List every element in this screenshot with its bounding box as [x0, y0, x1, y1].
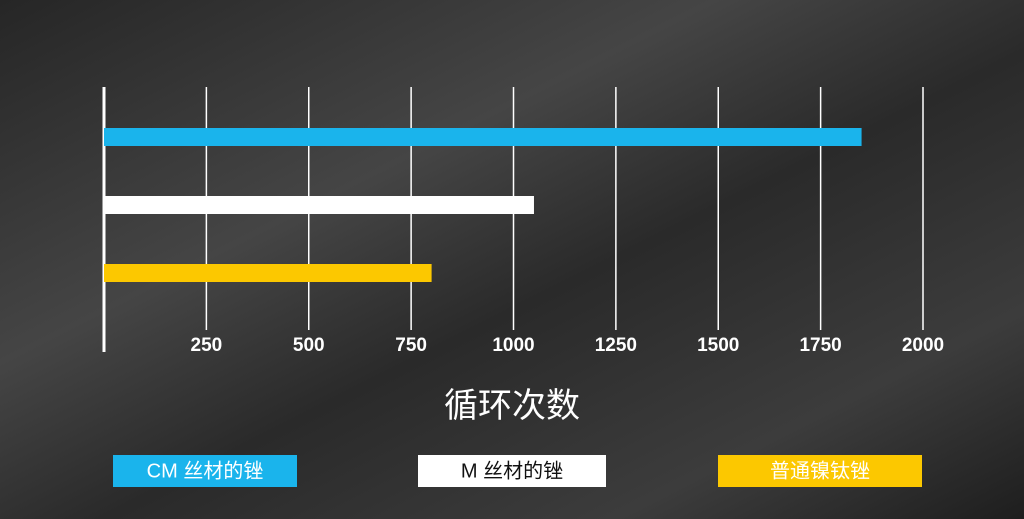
legend-label: M 丝材的锉	[461, 459, 563, 482]
legend-swatch	[418, 455, 606, 487]
bar	[104, 264, 432, 282]
x-tick-label: 1750	[799, 335, 841, 356]
legend-label: 普通镍钛锉	[770, 459, 870, 482]
legend-swatch	[113, 455, 297, 487]
x-tick-label: 500	[293, 335, 325, 356]
x-tick-label: 1000	[492, 335, 534, 356]
bar	[104, 128, 862, 146]
x-tick-label: 2000	[902, 335, 944, 356]
x-tick-label: 750	[395, 335, 427, 356]
legend-swatch	[718, 455, 922, 487]
x-tick-label: 1500	[697, 335, 739, 356]
x-tick-label: 1250	[595, 335, 637, 356]
bar	[104, 196, 534, 214]
x-axis-title: 循环次数	[444, 387, 580, 425]
legend-label: CM 丝材的锉	[147, 459, 264, 482]
x-tick-label: 250	[191, 335, 223, 356]
